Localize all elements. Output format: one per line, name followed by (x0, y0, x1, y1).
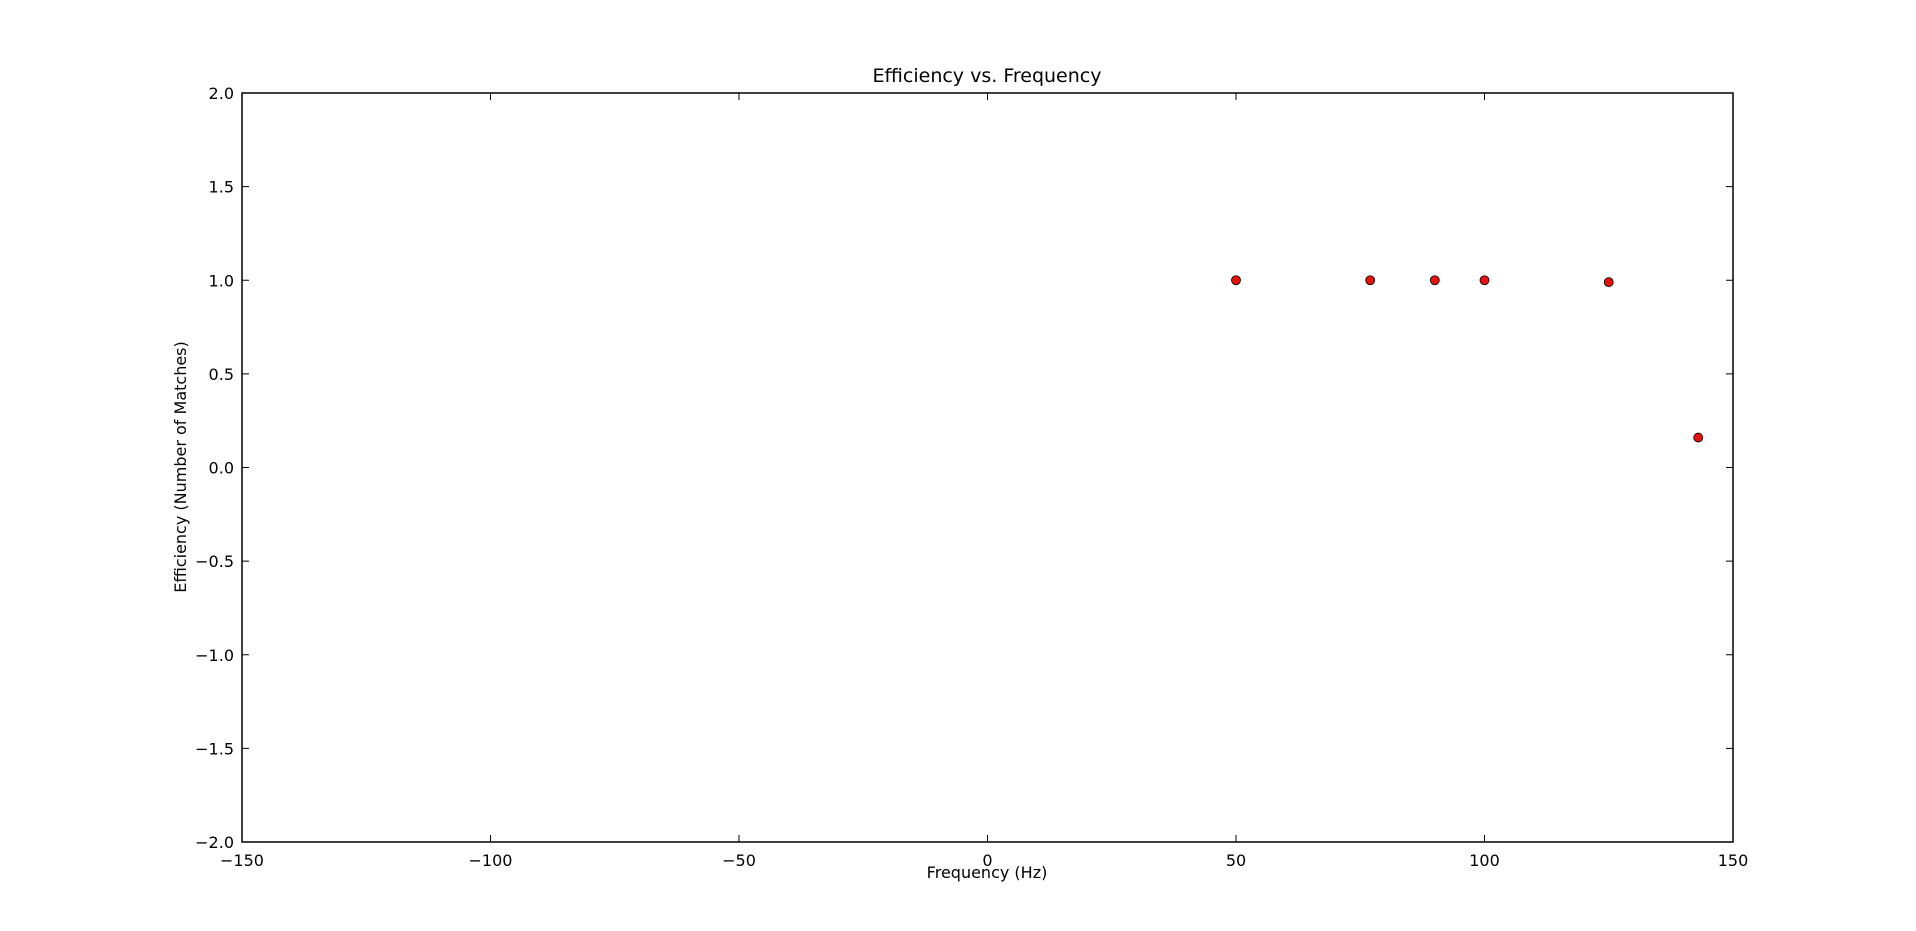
x-tick-label: −50 (722, 851, 756, 870)
chart-title: Efficiency vs. Frequency (873, 65, 1102, 87)
y-tick-label: −0.5 (195, 552, 234, 571)
y-tick-label: 0.0 (209, 459, 234, 478)
y-tick-label: −1.5 (195, 739, 234, 758)
data-point (1693, 432, 1704, 443)
data-point (1365, 275, 1376, 286)
y-tick-label: 2.0 (209, 84, 234, 103)
x-tick-labels: −150 −100 −50 0 50 100 150 (220, 851, 1748, 870)
x-tick-label: 0 (982, 851, 992, 870)
y-tick-label: 1.5 (209, 178, 234, 197)
x-tick-label: 150 (1718, 851, 1749, 870)
x-tick-label: 50 (1226, 851, 1246, 870)
data-point (1429, 275, 1440, 286)
y-tick-label: 1.0 (209, 271, 234, 290)
y-tick-label: −1.0 (195, 646, 234, 665)
x-axis-label: Frequency (Hz) (927, 863, 1048, 882)
x-tick-label: −100 (469, 851, 513, 870)
data-point (1231, 275, 1241, 286)
y-axis-label: Efficiency (Number of Matches) (171, 341, 190, 593)
x-tick-label: 100 (1469, 851, 1500, 870)
data-point (1603, 277, 1614, 288)
data-points (1231, 275, 1704, 443)
y-tick-label: −2.0 (195, 833, 234, 852)
x-tick-label: −150 (220, 851, 264, 870)
plot-area (242, 93, 1733, 842)
y-tick-labels: −2.0 −1.5 −1.0 −0.5 0.0 0.5 1.0 1.5 2.0 (195, 84, 234, 852)
plot-frame (241, 92, 1734, 843)
y-tick-label: 0.5 (209, 365, 234, 384)
data-point (1479, 275, 1490, 286)
